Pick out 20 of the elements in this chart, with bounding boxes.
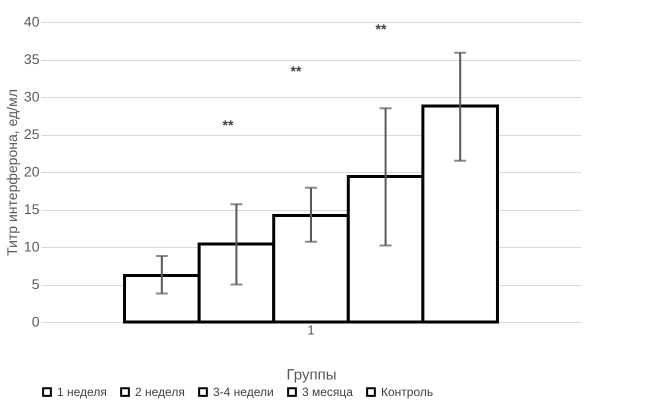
y-axis-title: Титр интерферона, ед/мл bbox=[4, 89, 20, 256]
x-tick-label: 1 bbox=[307, 322, 315, 338]
y-tick-label: 20 bbox=[24, 164, 40, 180]
y-tick-label: 40 bbox=[24, 14, 40, 30]
annotation: ** bbox=[222, 117, 234, 133]
y-tick-label: 35 bbox=[24, 51, 40, 67]
y-tick-label: 10 bbox=[24, 238, 40, 254]
annotation: ** bbox=[290, 63, 302, 79]
y-tick-label: 5 bbox=[32, 276, 40, 292]
x-axis-title: Группы bbox=[286, 366, 336, 384]
legend-label: 3 месяца bbox=[302, 385, 354, 400]
legend-label: Контроль bbox=[381, 385, 434, 400]
y-tick-label: 25 bbox=[24, 126, 40, 142]
annotation: ** bbox=[376, 21, 387, 37]
legend-label: 2 неделя bbox=[135, 385, 185, 400]
y-tick-label: 15 bbox=[24, 201, 40, 217]
legend-label: 3-4 недели bbox=[213, 385, 274, 400]
y-tick-label: 0 bbox=[32, 314, 40, 330]
legend-label: 1 неделя bbox=[57, 385, 107, 400]
y-tick-label: 30 bbox=[24, 88, 40, 104]
